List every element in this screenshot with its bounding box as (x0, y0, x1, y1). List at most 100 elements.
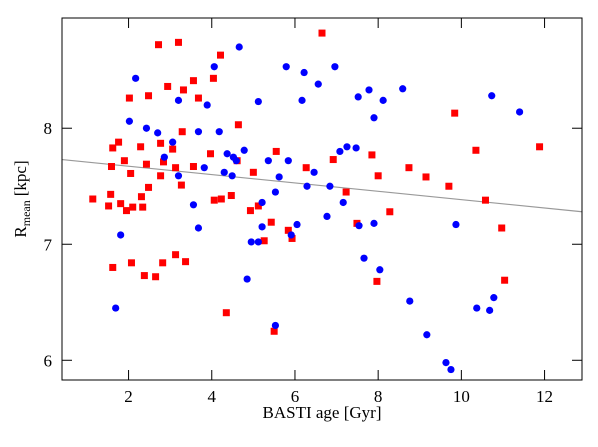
point (326, 182, 334, 190)
point (140, 272, 148, 280)
point (154, 129, 162, 137)
point (169, 145, 177, 153)
point (501, 276, 509, 284)
x-tick-label: 8 (374, 387, 383, 406)
point (117, 231, 125, 239)
point (217, 195, 225, 203)
y-tick-label: 7 (44, 235, 53, 254)
point (194, 128, 203, 136)
point (182, 258, 190, 266)
x-tick-label: 2 (124, 387, 133, 406)
point (282, 63, 290, 71)
point (360, 254, 368, 262)
point (210, 196, 218, 204)
point (342, 188, 350, 196)
y-tick-label: 6 (44, 351, 53, 370)
point (129, 203, 137, 211)
point (336, 147, 344, 156)
point (125, 94, 133, 102)
point (287, 231, 295, 239)
point (220, 168, 228, 176)
point (172, 251, 180, 259)
point (249, 168, 257, 176)
point (270, 327, 278, 335)
point (310, 168, 318, 176)
point (445, 182, 453, 190)
point (109, 263, 117, 271)
point (486, 306, 494, 314)
point (271, 321, 280, 330)
point (354, 93, 362, 101)
point (254, 238, 262, 246)
point (275, 173, 283, 181)
point (481, 196, 489, 204)
point (352, 144, 360, 152)
point (258, 223, 266, 231)
point (331, 63, 339, 71)
point (442, 358, 450, 367)
point (160, 153, 168, 161)
y-label-unit: [kpc] (11, 160, 30, 196)
point (189, 77, 197, 85)
point (210, 63, 218, 71)
point (142, 124, 151, 132)
point (264, 157, 272, 165)
point (298, 96, 306, 104)
point (267, 218, 275, 226)
point (164, 82, 172, 90)
point (284, 226, 292, 234)
point (132, 74, 140, 82)
point (374, 172, 382, 180)
point (127, 169, 135, 177)
point (155, 41, 163, 49)
x-tick-label: 4 (208, 387, 217, 406)
point (108, 163, 116, 171)
point (247, 238, 255, 246)
point (89, 195, 97, 203)
point (174, 38, 182, 46)
point (254, 97, 262, 106)
point (227, 192, 235, 200)
point (240, 146, 248, 154)
point (232, 157, 240, 165)
point (125, 117, 133, 125)
point (368, 151, 376, 159)
point (370, 114, 378, 122)
point (157, 139, 165, 147)
point (258, 198, 266, 207)
point (127, 259, 135, 267)
x-tick-label: 10 (453, 387, 470, 406)
point (271, 188, 280, 196)
point (194, 94, 202, 102)
point (284, 157, 292, 165)
point (376, 266, 384, 274)
point (115, 138, 123, 146)
x-tick-label: 6 (291, 387, 300, 406)
point (169, 138, 177, 146)
point (139, 203, 147, 211)
point (399, 85, 407, 93)
point (246, 207, 254, 215)
point (159, 259, 167, 267)
point (490, 294, 498, 302)
point (137, 143, 145, 151)
point (355, 222, 363, 230)
point (222, 309, 230, 317)
point (473, 304, 481, 312)
point (323, 212, 331, 221)
point (215, 128, 223, 136)
point (234, 121, 242, 129)
y-axis-label: Rmean [kpc] (11, 160, 33, 237)
point (302, 164, 310, 172)
point (272, 147, 280, 155)
point (373, 277, 381, 285)
point (160, 158, 168, 166)
point (174, 172, 183, 180)
point (207, 150, 215, 158)
point (370, 219, 378, 227)
point (365, 86, 373, 94)
point (177, 181, 185, 189)
point (451, 109, 459, 117)
y-tick-label: 8 (44, 119, 53, 138)
point (112, 304, 120, 312)
